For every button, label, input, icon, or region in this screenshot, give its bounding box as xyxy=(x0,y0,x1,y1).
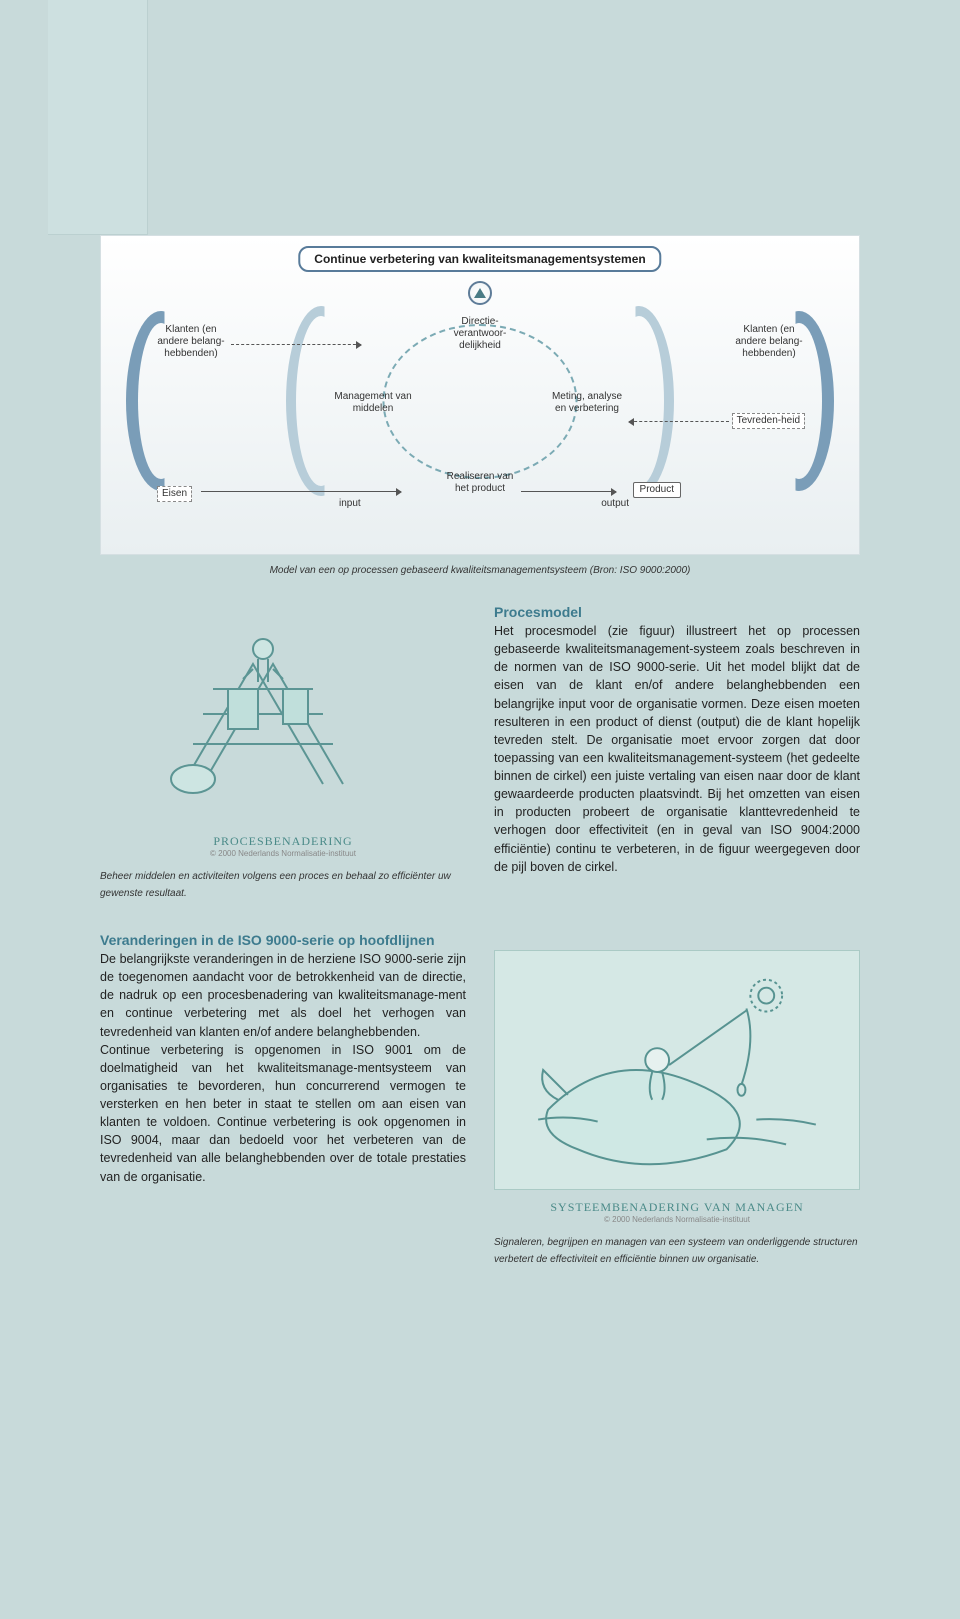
section2-body: De belangrijkste veranderingen in de her… xyxy=(100,950,466,1186)
illus2-caption: Signaleren, begrijpen en managen van een… xyxy=(494,1234,860,1268)
header-color-block xyxy=(48,0,148,235)
section1-body: Het procesmodel (zie figuur) illustreert… xyxy=(494,622,860,876)
illus1-caption: Beheer middelen en activiteiten volgens … xyxy=(100,868,466,902)
process-model-diagram: Continue verbetering van kwaliteitsmanag… xyxy=(100,235,860,555)
fishing-whale-illustration-icon xyxy=(495,951,859,1189)
drying-rack-illustration-icon xyxy=(100,604,466,824)
diagram-caption: Model van een op processen gebaseerd kwa… xyxy=(100,565,860,576)
solid-arrow-icon xyxy=(521,491,616,492)
section2-heading: Veranderingen in de ISO 9000-serie op ho… xyxy=(100,932,860,948)
up-arrow-circle-icon xyxy=(468,281,492,305)
section1-heading: Procesmodel xyxy=(494,604,860,620)
label-meting: Meting, analyse en verbetering xyxy=(547,391,627,415)
section1-left-col: PROCESBENADERING © 2000 Nederlands Norma… xyxy=(100,604,466,902)
illus2-title: SYSTEEMBENADERING VAN MANAGEN xyxy=(494,1200,860,1215)
section2-left-col: De belangrijkste veranderingen in de her… xyxy=(100,950,466,1268)
solid-arrow-icon xyxy=(201,491,401,492)
illustration-systeembenadering xyxy=(494,950,860,1190)
label-output: output xyxy=(601,498,629,510)
illustration-procesbenadering xyxy=(100,604,466,824)
label-klanten-right: Klanten (en andere belang-hebbenden) xyxy=(729,324,809,360)
illus1-copyright: © 2000 Nederlands Normalisatie-instituut xyxy=(100,849,466,858)
label-klanten-left: Klanten (en andere belang-hebbenden) xyxy=(151,324,231,360)
section-procesmodel: PROCESBENADERING © 2000 Nederlands Norma… xyxy=(100,604,860,902)
diagram-title: Continue verbetering van kwaliteitsmanag… xyxy=(298,246,661,272)
section-veranderingen: De belangrijkste veranderingen in de her… xyxy=(100,950,860,1268)
label-realiseren: Realiseren van het product xyxy=(445,471,515,495)
page-content: Continue verbetering van kwaliteitsmanag… xyxy=(0,235,960,1358)
label-product: Product xyxy=(633,482,681,498)
label-eisen: Eisen xyxy=(157,486,192,502)
section2-right-col: SYSTEEMBENADERING VAN MANAGEN © 2000 Ned… xyxy=(494,950,860,1268)
section1-right-col: Procesmodel Het procesmodel (zie figuur)… xyxy=(494,604,860,902)
label-management: Management van middelen xyxy=(333,391,413,415)
label-input: input xyxy=(339,498,361,510)
illus2-copyright: © 2000 Nederlands Normalisatie-instituut xyxy=(494,1215,860,1224)
label-tevredenheid: Tevreden-heid xyxy=(732,413,805,429)
dash-arrow-icon xyxy=(629,421,729,422)
illus1-title: PROCESBENADERING xyxy=(100,834,466,849)
dash-arrow-icon xyxy=(231,344,361,345)
label-directie: Directie-verantwoor-delijkheid xyxy=(440,316,520,352)
